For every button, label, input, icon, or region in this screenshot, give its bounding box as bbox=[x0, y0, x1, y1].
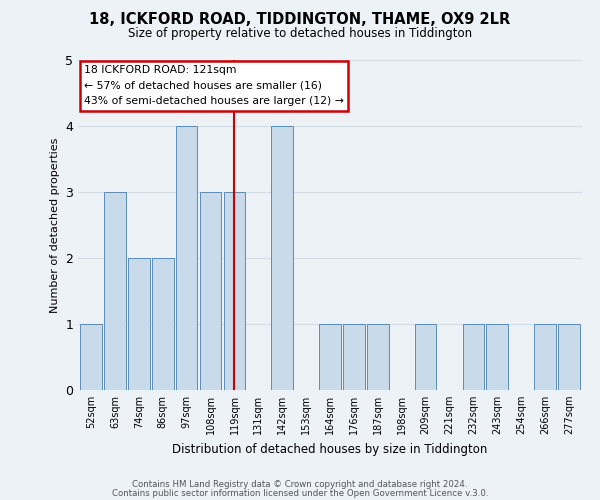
Text: 18 ICKFORD ROAD: 121sqm
← 57% of detached houses are smaller (16)
43% of semi-de: 18 ICKFORD ROAD: 121sqm ← 57% of detache… bbox=[84, 66, 344, 106]
Text: 18, ICKFORD ROAD, TIDDINGTON, THAME, OX9 2LR: 18, ICKFORD ROAD, TIDDINGTON, THAME, OX9… bbox=[89, 12, 511, 28]
Bar bbox=[200, 192, 221, 390]
Bar bbox=[224, 192, 245, 390]
Bar bbox=[104, 192, 126, 390]
Bar bbox=[343, 324, 365, 390]
Bar bbox=[415, 324, 436, 390]
Bar bbox=[176, 126, 197, 390]
Bar bbox=[534, 324, 556, 390]
Bar bbox=[558, 324, 580, 390]
X-axis label: Distribution of detached houses by size in Tiddington: Distribution of detached houses by size … bbox=[172, 442, 488, 456]
Bar bbox=[463, 324, 484, 390]
Text: Size of property relative to detached houses in Tiddington: Size of property relative to detached ho… bbox=[128, 28, 472, 40]
Bar bbox=[152, 258, 173, 390]
Bar bbox=[487, 324, 508, 390]
Bar bbox=[319, 324, 341, 390]
Bar bbox=[80, 324, 102, 390]
Text: Contains HM Land Registry data © Crown copyright and database right 2024.: Contains HM Land Registry data © Crown c… bbox=[132, 480, 468, 489]
Bar bbox=[271, 126, 293, 390]
Text: Contains public sector information licensed under the Open Government Licence v.: Contains public sector information licen… bbox=[112, 489, 488, 498]
Y-axis label: Number of detached properties: Number of detached properties bbox=[50, 138, 59, 312]
Bar bbox=[367, 324, 389, 390]
Bar bbox=[128, 258, 149, 390]
